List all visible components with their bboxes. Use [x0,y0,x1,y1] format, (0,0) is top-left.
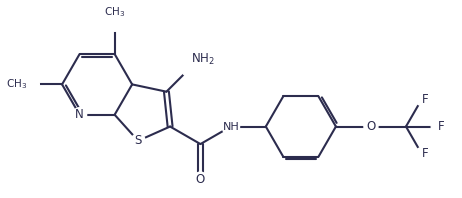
Circle shape [73,108,86,122]
Circle shape [364,120,378,133]
Text: N: N [75,108,84,121]
Text: CH$_3$: CH$_3$ [6,77,27,91]
Text: S: S [134,134,142,147]
Circle shape [194,172,207,186]
Circle shape [131,134,145,148]
Circle shape [415,93,428,106]
Circle shape [431,120,444,133]
Circle shape [415,148,428,160]
Text: O: O [366,120,376,133]
Circle shape [103,7,127,31]
Circle shape [181,56,202,77]
Text: O: O [196,173,205,186]
Text: NH$_2$: NH$_2$ [191,52,215,67]
Text: CH$_3$: CH$_3$ [104,5,125,19]
Circle shape [15,72,39,97]
Circle shape [222,118,239,135]
Text: F: F [422,147,428,160]
Text: F: F [422,93,428,106]
Text: NH: NH [222,122,239,131]
Text: F: F [438,120,444,133]
